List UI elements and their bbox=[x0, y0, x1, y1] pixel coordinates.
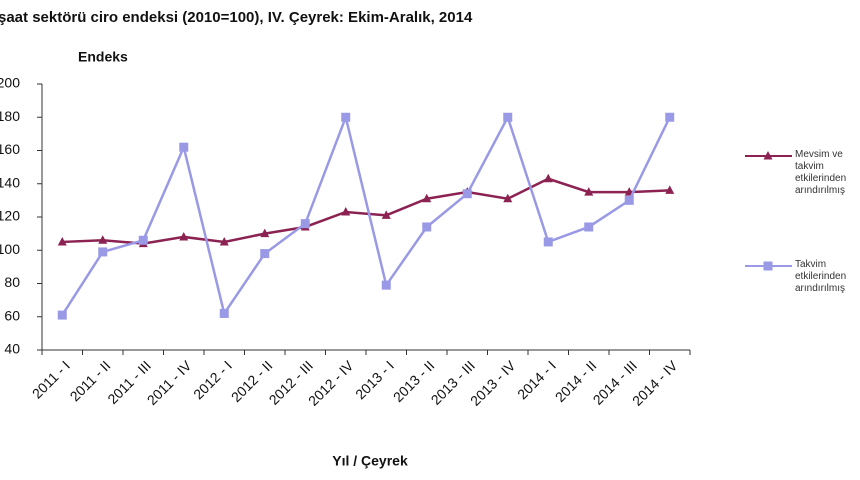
data-point bbox=[624, 195, 634, 205]
legend-marker bbox=[763, 151, 773, 160]
legend-entry: Mevsim ve takvim etkilerinden arındırılm… bbox=[795, 149, 847, 196]
data-point bbox=[503, 193, 513, 203]
y-tick-label: 100 bbox=[0, 241, 20, 257]
data-point bbox=[260, 228, 270, 238]
data-point bbox=[98, 235, 108, 244]
data-point bbox=[381, 280, 391, 290]
legend-label: Mevsim ve takvim etkilerinden arındırılm… bbox=[795, 149, 847, 196]
y-tick-label: 80 bbox=[4, 274, 20, 290]
data-point bbox=[98, 247, 108, 257]
data-point bbox=[543, 237, 553, 247]
data-point bbox=[665, 185, 675, 194]
data-point bbox=[462, 189, 472, 199]
data-point bbox=[341, 112, 351, 122]
data-point bbox=[584, 187, 594, 196]
data-point bbox=[179, 231, 189, 241]
y-tick-label: 60 bbox=[4, 307, 20, 323]
x-tick-label: 2013 - IV bbox=[467, 357, 519, 409]
x-tick-label: 2014 - I bbox=[514, 357, 559, 402]
data-point bbox=[422, 222, 432, 232]
legend-label: Takvim etkilerinden arındırılmış bbox=[795, 259, 847, 294]
x-tick-label: 2013 - I bbox=[352, 357, 397, 402]
data-point bbox=[219, 236, 229, 246]
x-axis-label: Yıl / Çeyrek bbox=[332, 453, 408, 469]
data-point bbox=[179, 142, 189, 152]
x-tick-label: 2014 - IV bbox=[629, 357, 681, 409]
y-tick-label: 160 bbox=[0, 141, 20, 157]
y-tick-label: 120 bbox=[0, 208, 20, 224]
legend-entry: Takvim etkilerinden arındırılmış bbox=[795, 259, 847, 294]
data-point bbox=[543, 173, 553, 183]
data-point bbox=[138, 235, 148, 245]
data-point bbox=[341, 207, 351, 216]
data-point bbox=[503, 112, 513, 122]
data-point bbox=[57, 310, 67, 320]
x-tick-label: 2011 - I bbox=[29, 357, 73, 401]
data-point bbox=[57, 236, 67, 246]
data-point bbox=[422, 193, 432, 203]
x-tick-label: 2012 - IV bbox=[305, 357, 357, 409]
y-tick-label: 40 bbox=[4, 341, 20, 357]
y-tick-label: 200 bbox=[0, 75, 20, 91]
data-point bbox=[381, 210, 391, 219]
chart-title: şaat sektörü ciro endeksi (2010=100), IV… bbox=[0, 9, 473, 26]
series-line bbox=[62, 177, 670, 245]
data-point bbox=[300, 219, 310, 229]
data-point bbox=[665, 112, 675, 122]
series-line bbox=[61, 113, 671, 317]
data-point bbox=[219, 308, 229, 318]
data-point bbox=[260, 249, 270, 259]
legend-marker bbox=[763, 261, 773, 271]
data-point bbox=[584, 222, 594, 232]
y-axis-label: Endeks bbox=[78, 49, 128, 65]
x-tick-label: 2011 - IV bbox=[144, 357, 195, 408]
x-tick-label: 2012 - I bbox=[190, 357, 235, 402]
y-tick-label: 140 bbox=[0, 174, 20, 190]
y-tick-label: 180 bbox=[0, 108, 20, 124]
